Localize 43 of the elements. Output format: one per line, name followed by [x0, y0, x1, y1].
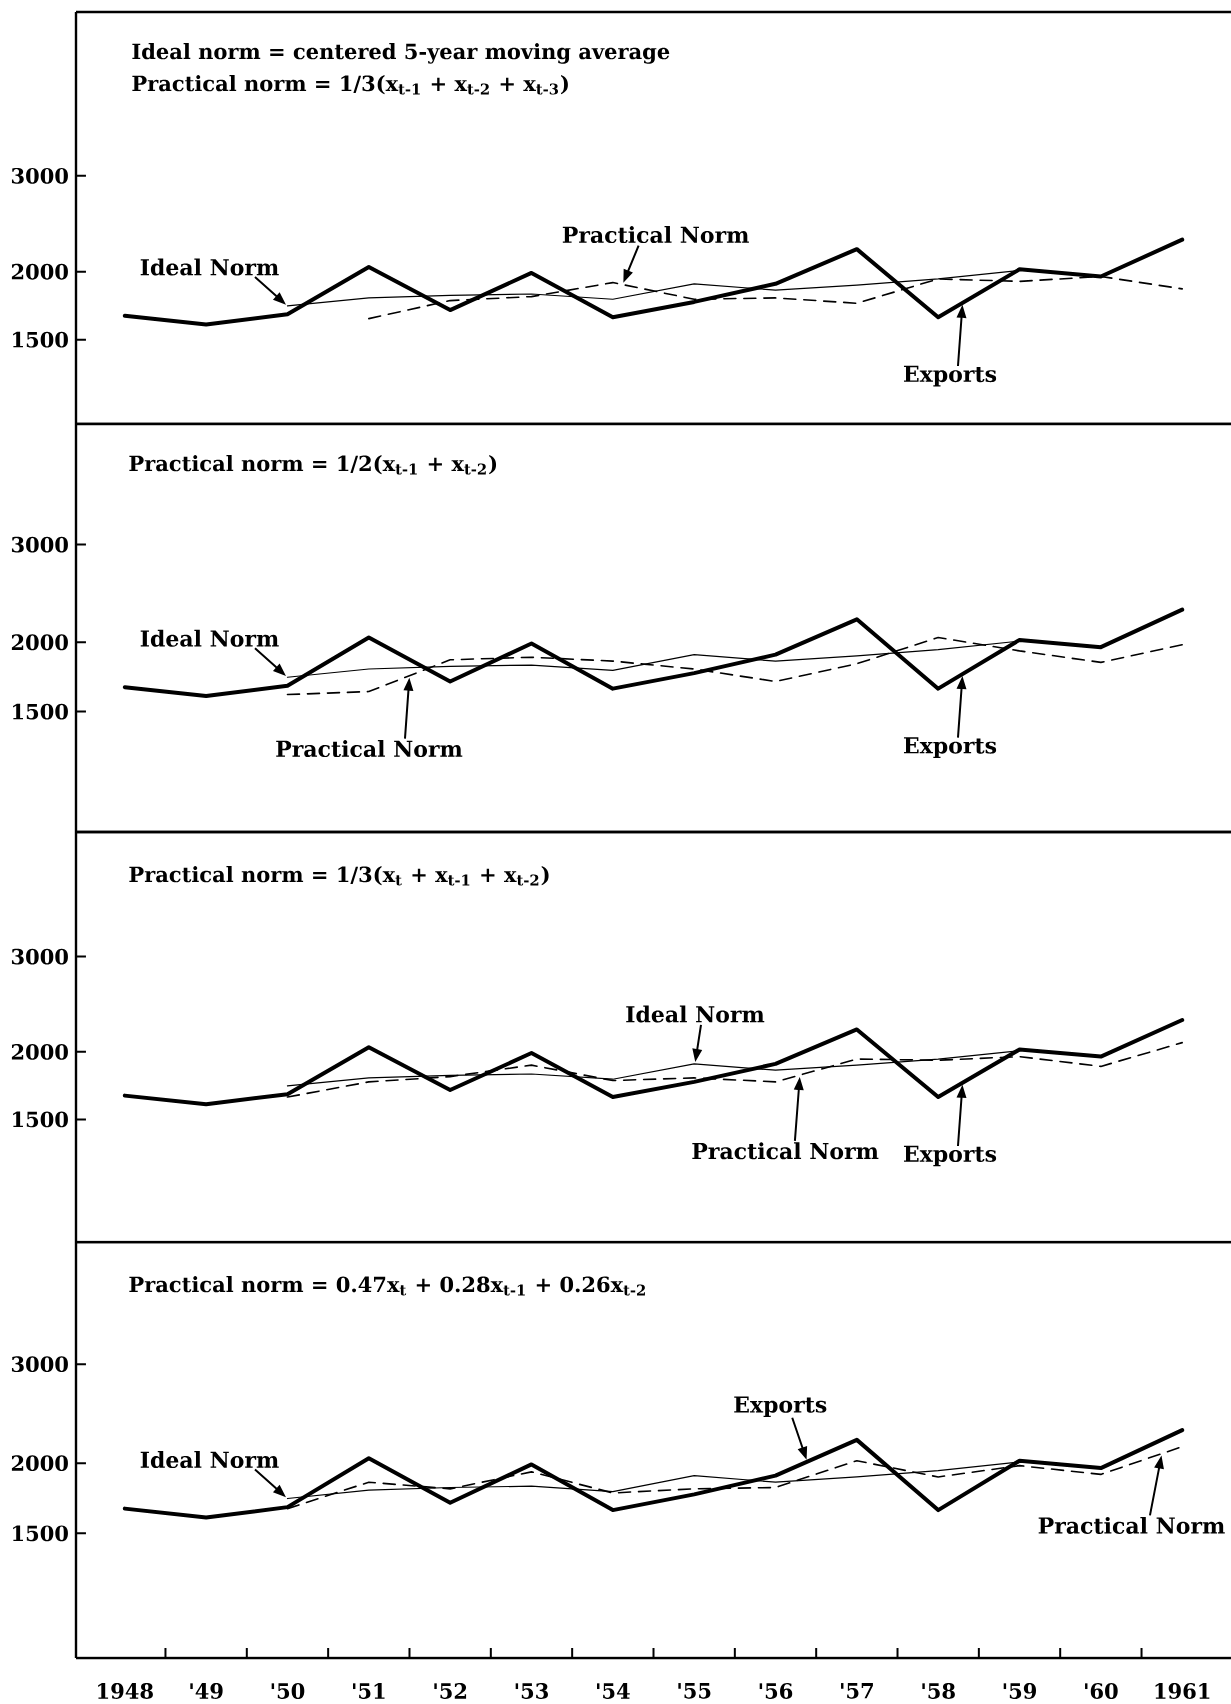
y-tick-label: 2000	[11, 1455, 68, 1472]
y-tick-label: 2000	[11, 263, 68, 280]
text: Exports	[903, 1145, 997, 1167]
x-tick-label: '60	[1085, 1683, 1118, 1699]
y-tick-label: 3000	[11, 948, 68, 965]
x-tick-label: '59	[1003, 1683, 1037, 1699]
y-tick-label: 1500	[13, 703, 68, 720]
annotation: Practical norm = 1/2(x$_{t-1}$ + x$_{t-2}$)	[129, 455, 497, 475]
x-tick-label: '55	[678, 1683, 711, 1699]
y-tick-label: 3000	[11, 1356, 68, 1373]
y-tick-label: 1500	[13, 1525, 68, 1542]
text: Practical Norm	[692, 1142, 879, 1160]
series-label: Ideal Norm	[140, 629, 279, 647]
x-tick-label: '50	[271, 1683, 305, 1699]
y-tick-label: 1500	[13, 1111, 68, 1128]
text: Ideal Norm	[626, 1005, 765, 1023]
y-tick-label: 1500	[13, 331, 68, 348]
y-tick-label: 3000	[11, 167, 68, 184]
x-tick-label: '49	[190, 1683, 223, 1699]
x-tick-label: '54	[597, 1683, 630, 1699]
x-tick-label: '51	[353, 1683, 385, 1699]
x-tick-label: '57	[841, 1683, 873, 1699]
annotation: Practical norm = 1/3(x$_{t}$ + x$_{t-1}$ + x$_{t-2}$)	[129, 866, 549, 886]
y-tick-label: 2000	[11, 634, 68, 651]
text: Practical Norm	[562, 226, 749, 244]
series-label: Exports	[734, 1396, 827, 1418]
x-tick-label: '52	[434, 1683, 467, 1699]
annotation: Ideal norm = centered 5-year moving average	[132, 43, 670, 64]
series-label: Ideal Norm	[140, 1451, 279, 1469]
x-tick-label: 1948	[98, 1683, 153, 1699]
text: Practical Norm	[276, 740, 463, 758]
annotation: Practical norm = 1/3(x$_{t-1}$ + x$_{t-2}$ + x$_{t-3}$)	[132, 75, 568, 95]
text: Exports	[903, 737, 997, 758]
text: Practical Norm	[1038, 1516, 1225, 1534]
x-tick-label: '53	[515, 1683, 548, 1699]
y-tick-label: 2000	[11, 1043, 68, 1060]
text: Exports	[903, 365, 997, 387]
x-tick-label: '58	[922, 1683, 955, 1699]
series-label: Ideal Norm	[140, 258, 279, 276]
annotation: Practical norm = 0.47x$_{t}$ + 0.28x$_{t-1}$ + 0.26x$_{t-2}$	[129, 1276, 645, 1296]
x-tick-label: 1961	[1155, 1683, 1210, 1699]
y-tick-label: 3000	[11, 536, 68, 553]
x-tick-label: '56	[759, 1683, 793, 1699]
